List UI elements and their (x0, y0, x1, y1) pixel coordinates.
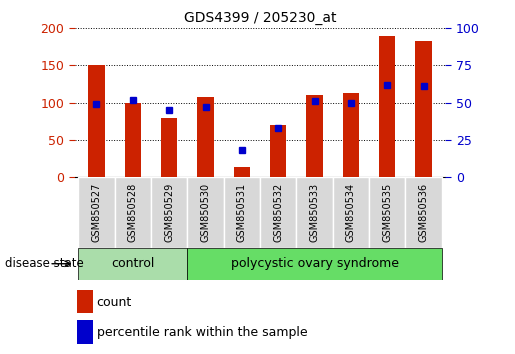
Bar (379, 36, 396, 177)
Bar (187, 248, 442, 280)
Bar (88, 65, 105, 177)
Bar (77, 290, 93, 314)
Text: count: count (97, 296, 132, 309)
Bar (77, 320, 93, 344)
Text: GSM850528: GSM850528 (128, 183, 138, 242)
Bar (115, 177, 151, 248)
Bar (161, 118, 177, 177)
Bar (405, 177, 442, 248)
Text: GSM850536: GSM850536 (419, 183, 428, 242)
Text: GSM850535: GSM850535 (382, 183, 392, 242)
Bar (333, 177, 369, 248)
Bar (306, 95, 323, 177)
Bar (234, 167, 250, 177)
Text: GSM850533: GSM850533 (310, 183, 320, 242)
Bar (125, 103, 141, 177)
Bar (78, 248, 187, 280)
Text: GSM850534: GSM850534 (346, 183, 356, 242)
Bar (78, 177, 115, 248)
Text: GSM850527: GSM850527 (92, 183, 101, 242)
Title: GDS4399 / 205230_at: GDS4399 / 205230_at (184, 11, 336, 24)
Text: GSM850530: GSM850530 (200, 183, 211, 242)
Bar (197, 97, 214, 177)
Bar (343, 93, 359, 177)
Bar (369, 177, 405, 248)
Text: disease state: disease state (5, 257, 84, 270)
Bar (224, 177, 260, 248)
Text: percentile rank within the sample: percentile rank within the sample (97, 326, 307, 339)
Bar (187, 177, 224, 248)
Text: GSM850531: GSM850531 (237, 183, 247, 242)
Bar (260, 177, 297, 248)
Text: GSM850529: GSM850529 (164, 183, 174, 242)
Text: control: control (111, 257, 154, 270)
Bar (270, 125, 286, 177)
Bar (297, 177, 333, 248)
Text: polycystic ovary syndrome: polycystic ovary syndrome (231, 257, 399, 270)
Text: GSM850532: GSM850532 (273, 183, 283, 242)
Bar (416, 41, 432, 177)
Bar (151, 177, 187, 248)
